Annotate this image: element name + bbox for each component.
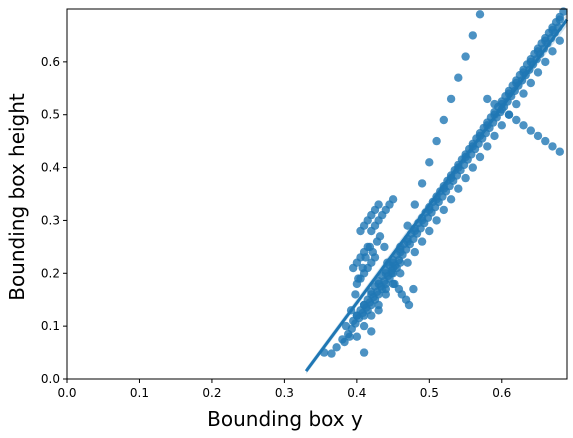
data-point	[381, 269, 390, 278]
data-point	[555, 15, 564, 24]
data-point	[548, 142, 557, 151]
y-axis-ticks: 0.0 0.1 0.2 0.3 0.4 0.5 0.6	[41, 55, 67, 386]
data-point	[533, 131, 543, 141]
data-point	[454, 184, 463, 193]
data-point	[425, 158, 434, 167]
y-tick-label: 0.4	[41, 161, 60, 175]
y-tick-label: 0.0	[41, 372, 60, 386]
data-point	[519, 121, 528, 130]
y-tick-label: 0.5	[41, 108, 60, 122]
data-point	[497, 121, 506, 130]
data-point	[483, 142, 492, 151]
data-point	[410, 247, 419, 257]
data-point	[512, 115, 521, 125]
data-point	[375, 232, 385, 241]
data-point	[432, 136, 441, 146]
data-point	[370, 253, 380, 262]
data-point	[417, 179, 427, 188]
data-point	[359, 300, 369, 310]
data-point	[367, 327, 376, 336]
x-tick-label: 0.0	[57, 386, 76, 400]
data-point	[403, 258, 412, 267]
data-point	[461, 173, 470, 183]
x-tick-label: 0.3	[275, 386, 294, 400]
axes-frame	[66, 8, 568, 380]
data-point	[490, 131, 499, 141]
data-point	[388, 258, 398, 267]
data-point	[541, 36, 550, 45]
data-point	[555, 36, 564, 45]
data-point	[504, 110, 514, 119]
data-point	[483, 94, 492, 104]
regression-line	[304, 18, 569, 372]
data-point	[439, 115, 448, 125]
data-point	[541, 57, 550, 67]
y-axis-label: Bounding box height	[5, 93, 29, 301]
data-point	[512, 99, 521, 109]
data-point	[340, 337, 349, 347]
data-point	[468, 31, 477, 40]
data-point	[359, 321, 369, 331]
data-point	[526, 126, 535, 135]
data-point	[425, 226, 434, 236]
data-point	[396, 269, 405, 278]
data-point	[490, 99, 499, 109]
data-point	[533, 68, 543, 77]
data-point	[388, 279, 398, 289]
x-tick-label: 0.5	[420, 386, 439, 400]
data-point	[374, 300, 383, 310]
data-point	[446, 94, 456, 104]
data-point	[367, 311, 376, 320]
data-point	[363, 242, 372, 252]
x-tick-label: 0.4	[347, 386, 366, 400]
data-point	[439, 205, 448, 215]
data-point	[403, 221, 412, 230]
data-point	[548, 47, 557, 56]
data-point	[409, 284, 418, 294]
data-point	[374, 200, 383, 209]
x-tick-label: 0.6	[492, 386, 511, 400]
data-point	[417, 237, 427, 246]
data-point	[432, 216, 441, 225]
data-point	[404, 300, 414, 310]
regression-line-group	[304, 18, 569, 372]
data-point	[380, 242, 389, 252]
x-axis-ticks: 0.0 0.1 0.2 0.3 0.4 0.5 0.6	[57, 379, 511, 400]
data-point	[475, 10, 485, 19]
data-point	[519, 89, 528, 98]
data-point	[446, 195, 456, 204]
data-point	[468, 163, 477, 172]
data-point	[367, 290, 376, 299]
data-point	[461, 52, 470, 61]
data-point	[351, 290, 360, 299]
data-point	[541, 136, 550, 146]
y-tick-label: 0.3	[41, 213, 60, 227]
data-point	[374, 279, 383, 289]
x-tick-label: 0.1	[130, 386, 149, 400]
data-point	[475, 152, 485, 162]
data-point	[359, 348, 369, 357]
x-tick-label: 0.2	[202, 386, 221, 400]
data-point	[526, 78, 535, 88]
y-tick-label: 0.6	[41, 55, 60, 69]
data-point	[555, 147, 564, 156]
data-point	[332, 343, 341, 352]
data-point	[454, 73, 463, 82]
y-tick-label: 0.2	[41, 266, 60, 280]
data-point	[352, 332, 362, 341]
data-point	[396, 247, 405, 257]
data-point	[327, 349, 336, 358]
data-point	[352, 311, 362, 320]
data-point	[381, 290, 390, 299]
data-point	[548, 25, 557, 35]
data-point	[410, 200, 419, 209]
x-axis-label: Bounding box y	[207, 407, 363, 431]
y-tick-label: 0.1	[41, 319, 60, 333]
data-point	[388, 195, 398, 204]
